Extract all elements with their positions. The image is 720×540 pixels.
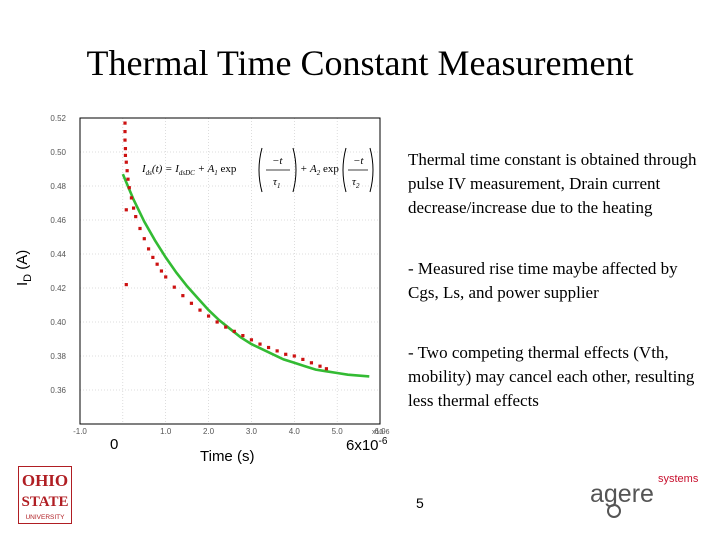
y-tick-label: 0.52	[50, 114, 66, 123]
data-point	[124, 208, 128, 212]
x-multiplier: x10-6	[372, 429, 390, 436]
svg-text:+ A2 exp: + A2 exp	[300, 163, 339, 177]
x-tick-labels: -1.0 1.0 2.0 3.0 4.0 5.0 6.0	[73, 427, 386, 436]
data-point	[241, 334, 245, 338]
x-tick-label: 5.0	[332, 427, 344, 436]
measured-points	[123, 121, 329, 371]
data-point	[123, 153, 128, 157]
y-tick-label: 0.36	[50, 386, 66, 395]
data-point	[284, 352, 288, 356]
x-tick-label: 3.0	[246, 427, 258, 436]
data-point	[275, 349, 279, 353]
x-tick-label: 2.0	[203, 427, 215, 436]
data-point	[126, 177, 130, 181]
note-thermal-constant: Thermal time constant is obtained throug…	[408, 150, 697, 217]
svg-text:−t: −t	[353, 155, 364, 167]
data-point	[123, 138, 127, 142]
y-tick-label: 0.38	[50, 352, 66, 361]
data-point	[124, 160, 128, 164]
fit-equation: Ids(t) = IdsDC + A1 exp −t τ1 + A2 exp −…	[141, 147, 374, 193]
data-point	[127, 186, 131, 190]
data-point	[215, 320, 219, 324]
y-tick-label: 0.44	[50, 250, 66, 259]
data-point	[123, 147, 128, 151]
x-label-zero: 0	[110, 436, 119, 453]
data-point	[198, 308, 202, 312]
y-tick-label: 0.50	[50, 148, 66, 157]
x-tick-label: -1.0	[73, 427, 87, 436]
note-competing-effects: - Two competing thermal effects (Vth, mo…	[408, 343, 695, 410]
slide-title: Thermal Time Constant Measurement	[86, 43, 634, 83]
x-tick-label: 4.0	[289, 427, 301, 436]
y-tick-label: 0.48	[50, 182, 66, 191]
data-point	[309, 361, 314, 365]
plot-frame	[79, 117, 381, 425]
svg-text:systems: systems	[658, 473, 699, 485]
data-point	[172, 285, 176, 289]
svg-text:OHIO: OHIO	[22, 471, 68, 490]
y-axis-label: ID (A)	[14, 249, 34, 286]
svg-text:τ1: τ1	[273, 176, 280, 190]
note-rise-time: - Measured rise time maybe affected by C…	[408, 259, 678, 302]
y-tick-labels: 0.52 0.50 0.48 0.46 0.44 0.42 0.40 0.38 0.36	[50, 114, 66, 395]
data-point	[155, 262, 159, 266]
data-point	[142, 237, 146, 241]
x-label-end: 6x10-6	[346, 436, 388, 454]
data-point	[292, 354, 296, 358]
data-point	[232, 329, 236, 333]
y-tick-label: 0.40	[50, 318, 66, 327]
data-point	[123, 130, 127, 134]
x-tick-label: 1.0	[160, 427, 172, 436]
fit-curve	[121, 173, 370, 378]
svg-text:τ2: τ2	[352, 176, 360, 190]
data-point	[146, 247, 151, 251]
agere-systems-logo: systems agere	[590, 473, 699, 518]
data-point	[125, 169, 129, 173]
svg-text:UNIVERSITY: UNIVERSITY	[25, 514, 65, 521]
data-point	[258, 342, 262, 346]
page-number: 5	[416, 495, 424, 511]
svg-text:Ids(t) = IdsDC + A1 exp: Ids(t) = IdsDC + A1 exp	[141, 163, 237, 177]
chart-grid	[79, 117, 381, 424]
data-point	[134, 215, 138, 219]
data-point	[138, 226, 142, 231]
data-point	[164, 275, 168, 279]
data-point	[129, 196, 134, 200]
x-tick-label: 6.0	[374, 427, 386, 436]
data-point	[124, 283, 128, 287]
data-point	[189, 301, 194, 305]
data-point	[181, 294, 185, 298]
data-point	[224, 325, 228, 329]
y-tick-label: 0.46	[50, 216, 66, 225]
data-point	[249, 338, 254, 342]
svg-text:−t: −t	[272, 155, 283, 167]
data-point	[301, 357, 305, 361]
ohio-state-logo: OHIO STATE UNIVERSITY	[18, 466, 72, 524]
data-point	[159, 269, 164, 273]
svg-text:STATE: STATE	[22, 494, 69, 510]
data-point	[206, 314, 211, 318]
y-tick-label: 0.42	[50, 284, 66, 293]
data-point	[318, 364, 322, 368]
data-point	[266, 345, 271, 350]
data-point	[151, 255, 155, 259]
svg-text:agere: agere	[590, 480, 654, 508]
data-point	[131, 206, 136, 210]
x-axis-label: Time (s)	[200, 448, 255, 465]
data-point	[324, 367, 329, 371]
data-point	[123, 121, 127, 125]
